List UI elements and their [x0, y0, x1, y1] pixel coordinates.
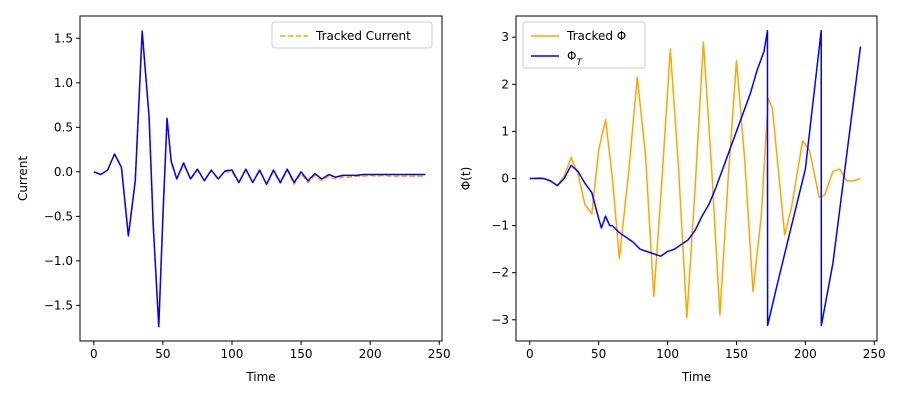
legend-box	[271, 21, 433, 49]
legend-label: Tracked Φ	[566, 29, 626, 43]
x-tick-label: 100	[656, 347, 679, 361]
y-tick-label: 1	[501, 124, 509, 138]
x-tick-label: 50	[591, 347, 606, 361]
x-tick-label: 50	[155, 347, 170, 361]
y-tick-label: 0.0	[54, 165, 73, 179]
x-tick-label: 150	[290, 347, 313, 361]
y-tick-label: −3	[491, 313, 509, 327]
y-tick-label: −1.5	[44, 298, 73, 312]
legend: Tracked Current	[271, 21, 433, 49]
x-tick-label: 0	[526, 347, 534, 361]
series-line-1	[529, 29, 862, 327]
legend-label: Tracked Current	[315, 29, 411, 43]
y-tick-label: −2	[491, 266, 509, 280]
x-tick-label: 200	[794, 347, 817, 361]
axes-frame	[79, 15, 443, 342]
x-tick-label: 0	[90, 347, 98, 361]
y-tick-label: −1.0	[44, 254, 73, 268]
x-axis-label: Time	[681, 370, 711, 384]
phase-plot: 0 50 100 150 200 250 −3 −2 −1 0 1 2 3 Time Φ(t) Tracked…	[459, 15, 886, 384]
x-tick-label: 100	[221, 347, 244, 361]
series-group	[93, 30, 426, 328]
y-tick-label: 2	[501, 77, 509, 91]
x-tick-label: 250	[863, 347, 886, 361]
x-tick-label: 150	[725, 347, 748, 361]
y-tick-label: −0.5	[44, 209, 73, 223]
y-axis-label: Current	[16, 156, 30, 201]
y-tick-label: 3	[501, 30, 509, 44]
x-tick-label: 200	[359, 347, 382, 361]
series-group	[529, 29, 862, 327]
y-tick-label: 0.5	[54, 120, 73, 134]
legend: Tracked ΦΦT	[522, 21, 646, 69]
x-tick-label: 250	[428, 347, 451, 361]
y-axis-label: Φ(t)	[459, 167, 473, 191]
x-axis-label: Time	[245, 370, 275, 384]
y-tick-label: 1.5	[54, 31, 73, 45]
series-line-1	[93, 30, 426, 328]
current-plot: 0 50 100 150 200 250 −1.5 −1.0 −0.5 0.0 0.5 1.0 1.5 T…	[16, 15, 451, 384]
series-line-0	[529, 41, 861, 319]
y-tick-label: −1	[491, 219, 509, 233]
y-tick-label: 0	[501, 172, 509, 186]
y-tick-label: 1.0	[54, 76, 73, 90]
